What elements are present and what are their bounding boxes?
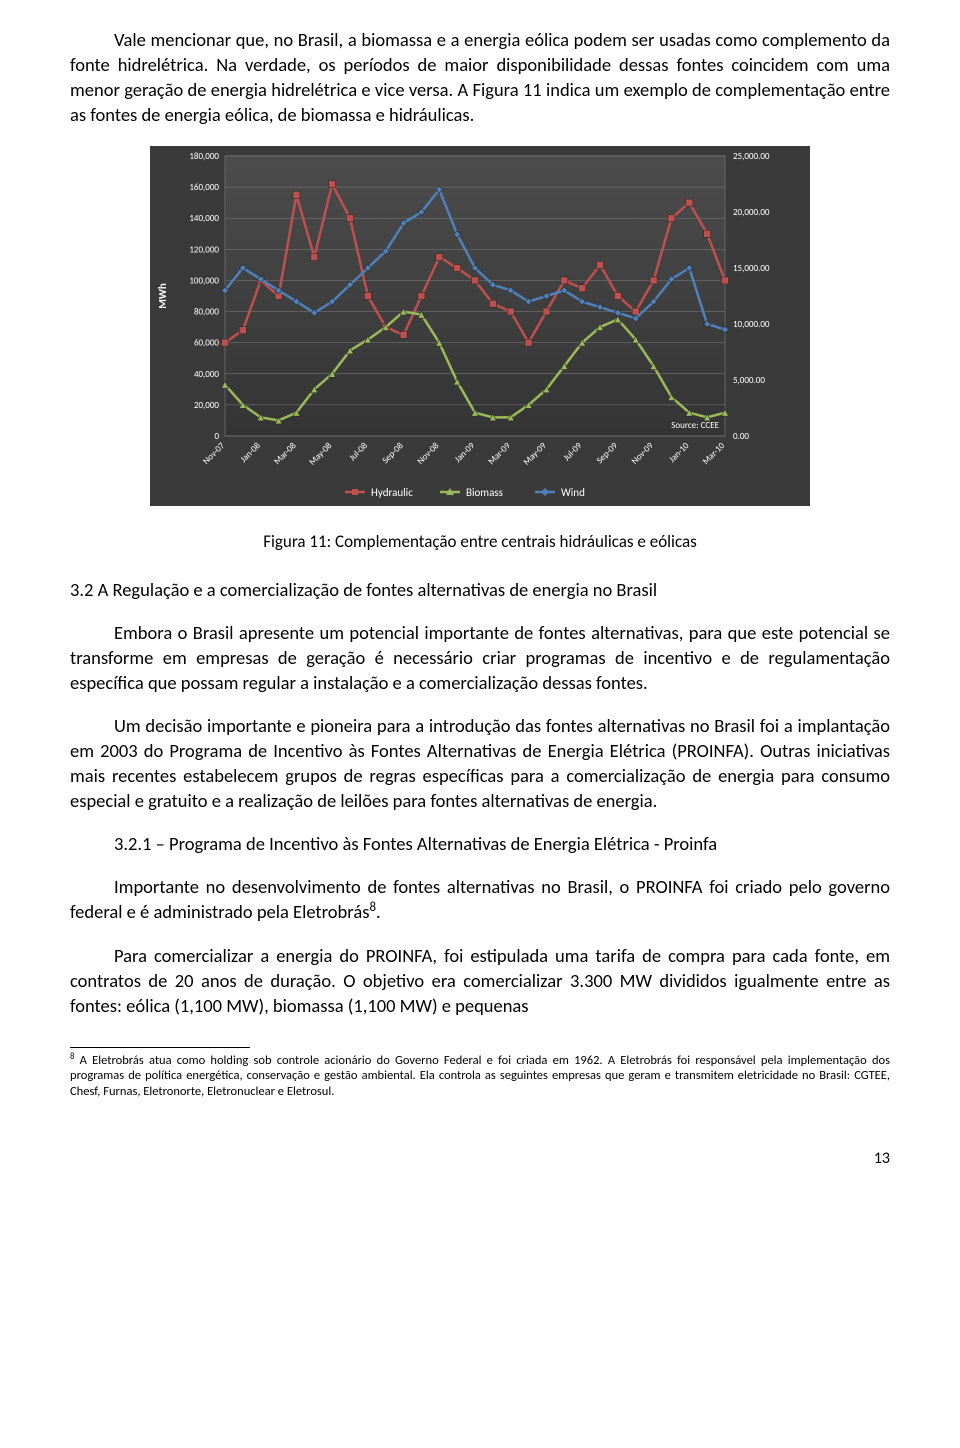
svg-text:0.00: 0.00 [733,431,749,442]
paragraph-importante: Importante no desenvolvimento de fontes … [70,875,890,926]
footnote-separator [70,1047,250,1048]
svg-text:25,000.00: 25,000.00 [733,151,770,162]
chart-figure-11: 020,00040,00060,00080,000100,000120,0001… [150,146,810,513]
footnote-text: A Eletrobrás atua como holding sob contr… [70,1053,890,1099]
svg-text:Hydraulic: Hydraulic [371,486,413,499]
svg-text:100,000: 100,000 [189,275,219,286]
section-3-2-1-title: 3.2.1 – Programa de Incentivo às Fontes … [70,832,890,857]
svg-text:Wind: Wind [561,486,585,499]
paragraph-decisao: Um decisão importante e pioneira para a … [70,714,890,814]
svg-text:10,000.00: 10,000.00 [733,319,770,330]
svg-text:80,000: 80,000 [194,306,219,317]
footnote-8: 8 A Eletrobrás atua como holding sob con… [70,1052,890,1100]
svg-text:MWh: MWh [156,283,169,309]
svg-text:15,000.00: 15,000.00 [733,263,770,274]
svg-text:180,000: 180,000 [189,151,219,162]
paragraph-embora: Embora o Brasil apresente um potencial i… [70,621,890,696]
svg-text:Source: CCEE: Source: CCEE [671,420,719,431]
document-page: Vale mencionar que, no Brasil, a biomass… [0,0,960,1209]
svg-text:60,000: 60,000 [194,338,219,349]
paragraph-intro: Vale mencionar que, no Brasil, a biomass… [70,28,890,128]
svg-text:5,000.00: 5,000.00 [733,375,765,386]
svg-text:20,000: 20,000 [194,400,219,411]
line-chart: 020,00040,00060,00080,000100,000120,0001… [150,146,810,506]
section-3-2-title: 3.2 A Regulação e a comercialização de f… [70,578,890,603]
paragraph-importante-text: Importante no desenvolvimento de fontes … [70,875,890,924]
paragraph-importante-period: . [376,901,381,924]
paragraph-comercializar: Para comercializar a energia do PROINFA,… [70,944,890,1019]
page-number: 13 [70,1148,890,1170]
svg-text:120,000: 120,000 [189,244,219,255]
svg-text:140,000: 140,000 [189,213,219,224]
svg-text:20,000.00: 20,000.00 [733,207,770,218]
svg-text:40,000: 40,000 [194,369,219,380]
figure-caption: Figura 11: Complementação entre centrais… [70,531,890,554]
svg-text:160,000: 160,000 [189,182,219,193]
svg-text:Biomass: Biomass [466,486,503,499]
